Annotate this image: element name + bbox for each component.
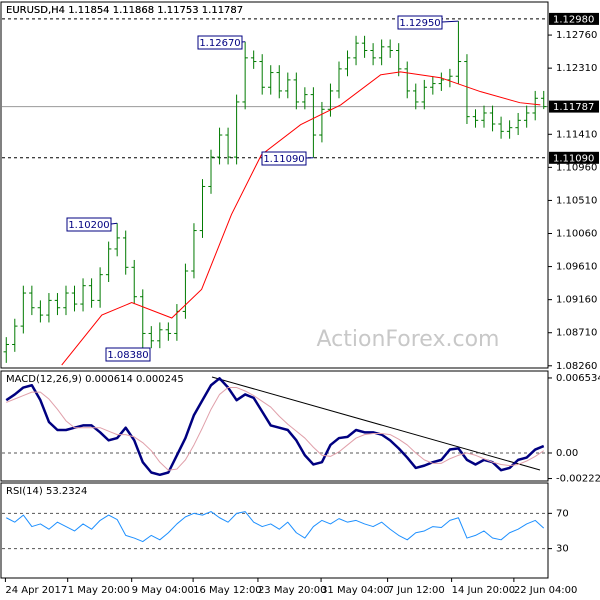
annotation-leader <box>441 20 459 23</box>
x-tick-label: 24 Apr 2017 <box>5 585 67 596</box>
annotation-label: 1.11090 <box>263 154 304 165</box>
x-tick-label: 7 Jun 12:00 <box>388 585 445 596</box>
panel-title: RSI(14) 53.2324 <box>6 486 87 497</box>
panel-title: EURUSD,H4 1.11854 1.11868 1.11753 1.1178… <box>6 5 243 16</box>
y-tick-label: 1.12760 <box>556 30 597 41</box>
y-tick-label: -0.002226 <box>556 474 600 485</box>
series-line <box>6 511 545 543</box>
panel-title: MACD(12,26,9) 0.000614 0.000245 <box>6 374 184 385</box>
x-tick-label: 31 May 04:00 <box>321 585 390 596</box>
level-label: 1.11090 <box>553 153 594 164</box>
x-tick-label: 22 Jun 04:00 <box>514 585 578 596</box>
y-tick-label: 1.10960 <box>556 162 597 173</box>
y-tick-label: 1.11410 <box>556 129 597 140</box>
level-label-box <box>549 12 599 25</box>
panel-title: EURUSD,H4 1.11854 1.11868 1.11753 1.1178… <box>6 5 243 16</box>
annotation-label: 1.12670 <box>199 38 240 49</box>
annotation-leader <box>110 222 118 225</box>
series-line <box>6 387 545 471</box>
y-tick-label: 1.09160 <box>556 295 597 306</box>
moving-average <box>61 71 541 366</box>
annotation-label: 1.12950 <box>399 18 440 29</box>
y-tick-label: 1.10510 <box>556 195 597 206</box>
y-tick-label: 30 <box>556 544 569 555</box>
series-line <box>5 377 545 477</box>
annotation-box <box>105 347 151 362</box>
annotation-box <box>397 15 443 30</box>
x-tick-label: 9 May 04:00 <box>132 585 194 596</box>
annotation-label: 1.10200 <box>68 220 109 231</box>
y-tick-label: 1.09610 <box>556 262 597 273</box>
y-tick-label: 1.12310 <box>556 63 597 74</box>
trend-line <box>211 376 541 471</box>
watermark: ActionForex.com <box>317 327 500 352</box>
y-tick-label: 0.00 <box>556 448 578 459</box>
annotation-box <box>261 151 307 166</box>
x-tick-label: 14 Jun 20:00 <box>452 585 516 596</box>
x-tick-label: 16 May 12:00 <box>193 585 262 596</box>
level-label: 1.12980 <box>553 14 594 25</box>
x-tick-label: 1 May 20:00 <box>68 585 130 596</box>
level-label-box <box>549 151 599 164</box>
annotation-box <box>66 217 112 232</box>
y-tick-label: 0.006534 <box>556 373 600 384</box>
y-tick-label: 1.08260 <box>556 361 597 372</box>
level-label: 1.11787 <box>553 102 594 113</box>
annotation-box <box>197 35 243 50</box>
x-tick-label: 23 May 20:00 <box>258 585 327 596</box>
level-label-box <box>549 100 599 113</box>
y-tick-label: 1.08710 <box>556 328 597 339</box>
y-tick-label: 1.10060 <box>556 229 597 240</box>
y-tick-label: 70 <box>556 508 569 519</box>
annotation-label: 1.08380 <box>107 350 148 361</box>
